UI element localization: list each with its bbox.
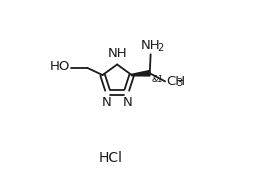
Text: 2: 2	[158, 42, 164, 53]
Text: CH: CH	[166, 75, 185, 88]
Text: HO: HO	[50, 60, 70, 73]
Polygon shape	[132, 71, 150, 76]
Text: N: N	[123, 96, 133, 109]
Text: NH: NH	[141, 39, 160, 52]
Text: N: N	[102, 96, 111, 109]
Text: 3: 3	[176, 78, 182, 88]
Text: &1: &1	[152, 75, 164, 84]
Text: NH: NH	[107, 47, 127, 60]
Text: HCl: HCl	[98, 151, 123, 165]
